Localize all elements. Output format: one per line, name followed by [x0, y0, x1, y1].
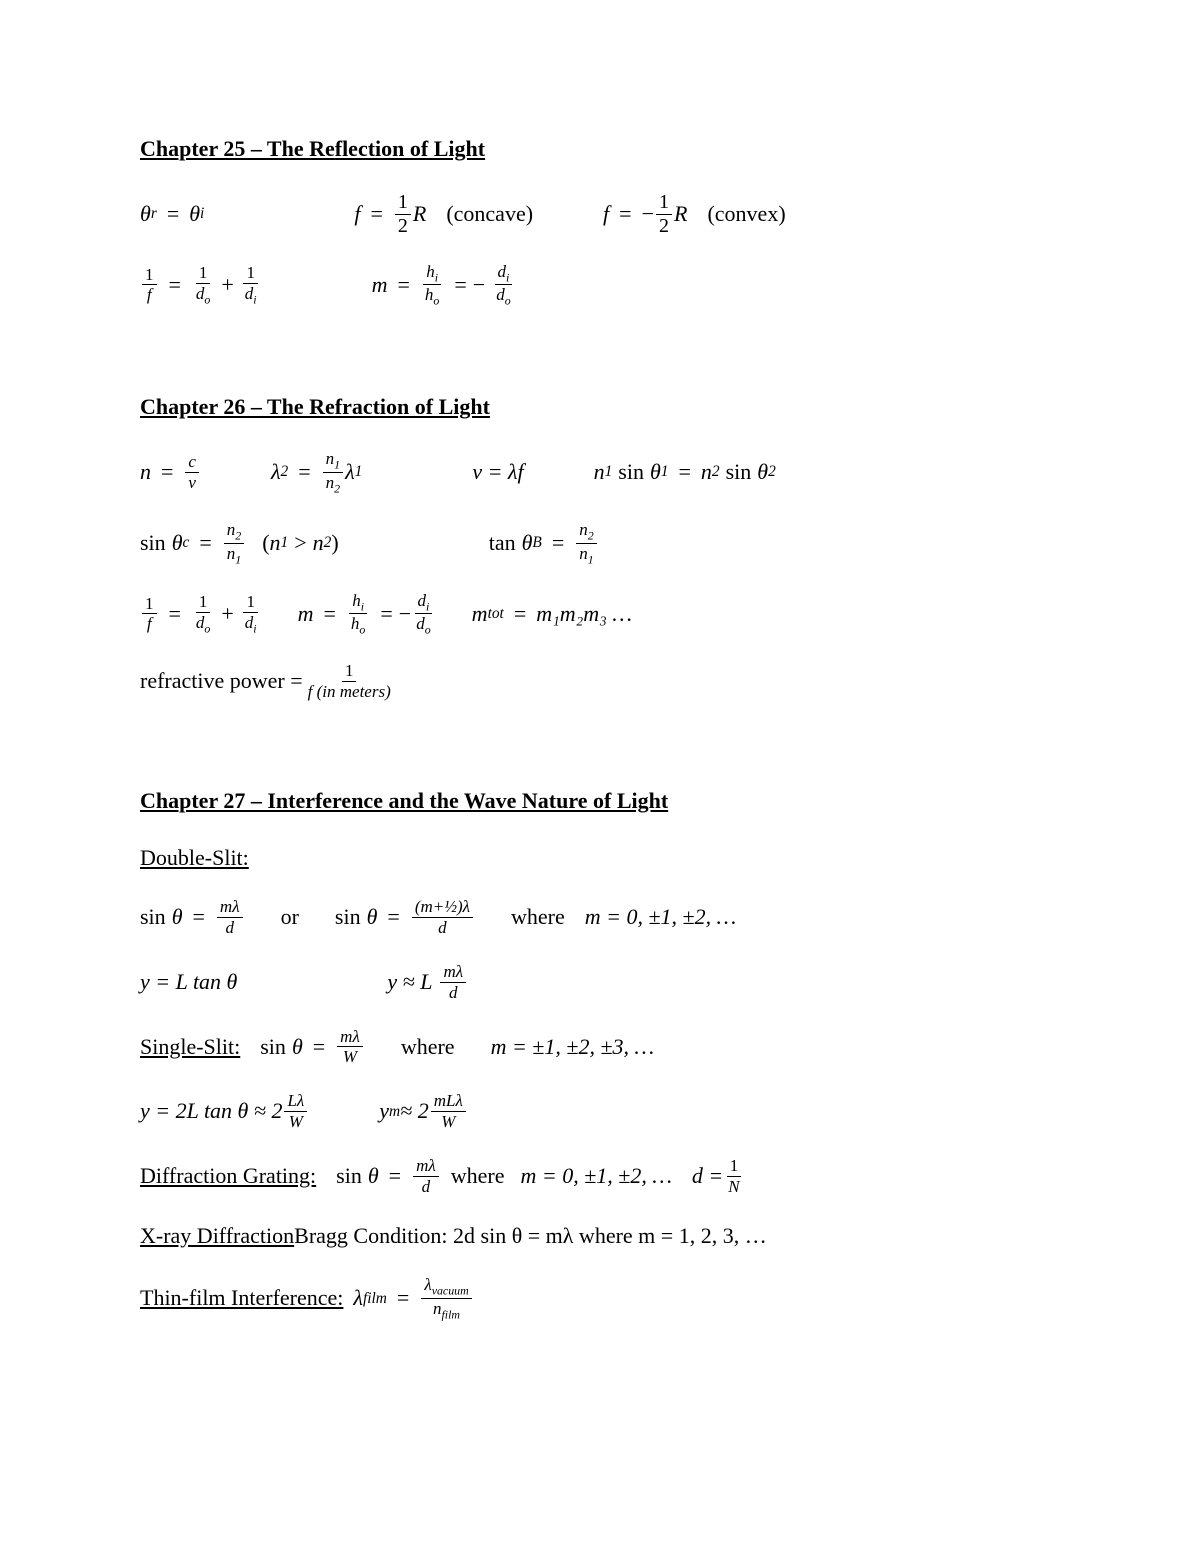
ch27-row6: X-ray Diffraction Bragg Condition: 2d si…: [140, 1222, 1060, 1251]
ch25-title: Chapter 25 – The Reflection of Light: [140, 135, 1060, 164]
ch26-eq8: m= hiho =− dido: [298, 592, 436, 637]
ch27-row1: sinθ = mλd or sinθ = (m+½)λd where m = 0…: [140, 898, 1060, 937]
ch25-eq2: f= 12 R (concave): [354, 192, 533, 237]
ch25-row1: θr = θi f= 12 R (concave) f=− 12 R (conv…: [140, 192, 1060, 237]
ch27-title: Chapter 27 – Interference and the Wave N…: [140, 787, 1060, 816]
ch27-ds1: sinθ = mλd: [140, 898, 245, 937]
ch27-row4: y = 2L tan θ ≈ 2 LλW ym ≈ 2 mLλW: [140, 1092, 1060, 1131]
ch26-row1: n= cv λ2 = n1n2 λ1 v = λf n1 sinθ1 = n2 …: [140, 450, 1060, 495]
ch27-ds3: y = L tan θ: [140, 968, 237, 997]
ch26-eq6: tanθB = n2n1: [489, 521, 599, 566]
ch26-eq7: 1f = 1do + 1di: [140, 593, 262, 635]
ch27-ds2: sinθ = (m+½)λd: [335, 898, 475, 937]
where-label-2: where: [401, 1033, 455, 1062]
ch26-eq3: v = λf: [472, 458, 523, 487]
ch27-ss2: y = 2L tan θ ≈ 2 LλW: [140, 1092, 309, 1131]
ch25-eq4: 1f = 1do + 1di: [140, 264, 262, 306]
ch25-eq1: θr = θi: [140, 200, 204, 229]
ch27-row7: Thin-film Interference: λfilm = λvacuumn…: [140, 1276, 1060, 1321]
single-slit-label: Single-Slit:: [140, 1033, 240, 1062]
ch27-row5: Diffraction Grating: sinθ = mλd where m …: [140, 1157, 1060, 1196]
ch27-ss1: sinθ = mλW: [260, 1028, 365, 1067]
or-label: or: [281, 903, 299, 932]
ch26-row4: refractive power = 1f (in meters): [140, 662, 1060, 701]
ch25-row2: 1f = 1do + 1di m= hiho =− dido: [140, 263, 1060, 308]
ch27-row2: y = L tan θ y ≈ L mλd: [140, 963, 1060, 1002]
ch26-eq1: n= cv: [140, 453, 201, 492]
ch26-eq10: refractive power = 1f (in meters): [140, 662, 396, 701]
ch27-ss3: ym ≈ 2 mLλW: [379, 1092, 468, 1131]
ch26-eq4: n1 sinθ1 = n2 sinθ2: [594, 458, 776, 487]
xray-text: Bragg Condition: 2d sin θ = mλ where m =…: [294, 1222, 767, 1251]
ch26-eq2: λ2 = n1n2 λ1: [271, 450, 362, 495]
ch27-double-label: Double-Slit:: [140, 844, 1060, 873]
ch25-eq3: f=− 12 R (convex): [603, 192, 786, 237]
ch26-title: Chapter 26 – The Refraction of Light: [140, 393, 1060, 422]
where-label-3: where: [451, 1162, 505, 1191]
ch26-eq5: sinθc = n2n1 (n1>n2): [140, 521, 339, 566]
ch26-row2: sinθc = n2n1 (n1>n2) tanθB = n2n1: [140, 521, 1060, 566]
film-label: Thin-film Interference:: [140, 1284, 343, 1313]
m-vals-1: m = 0, ±1, ±2, …: [585, 903, 736, 932]
ch25-eq5: m= hiho =− dido: [372, 263, 516, 308]
page: Chapter 25 – The Reflection of Light θr …: [0, 0, 1200, 1553]
ch27-gr2: d = 1N: [692, 1157, 745, 1196]
ch27-ds4: y ≈ L mλd: [387, 963, 468, 1002]
m-vals-2: m = ±1, ±2, ±3, …: [491, 1033, 655, 1062]
ch27-film: λfilm = λvacuumnfilm: [353, 1276, 473, 1321]
grating-label: Diffraction Grating:: [140, 1162, 316, 1191]
where-label-1: where: [511, 903, 565, 932]
xray-label: X-ray Diffraction: [140, 1222, 294, 1251]
ch27-row3: Single-Slit: sinθ = mλW where m = ±1, ±2…: [140, 1028, 1060, 1067]
m-vals-3: m = 0, ±1, ±2, …: [520, 1162, 671, 1191]
ch27-gr1: sinθ = mλd: [336, 1157, 441, 1196]
ch26-row3: 1f = 1do + 1di m= hiho =− dido mtot = m₁…: [140, 592, 1060, 637]
ch26-eq9: mtot = m₁m₂m₃ …: [472, 600, 632, 629]
